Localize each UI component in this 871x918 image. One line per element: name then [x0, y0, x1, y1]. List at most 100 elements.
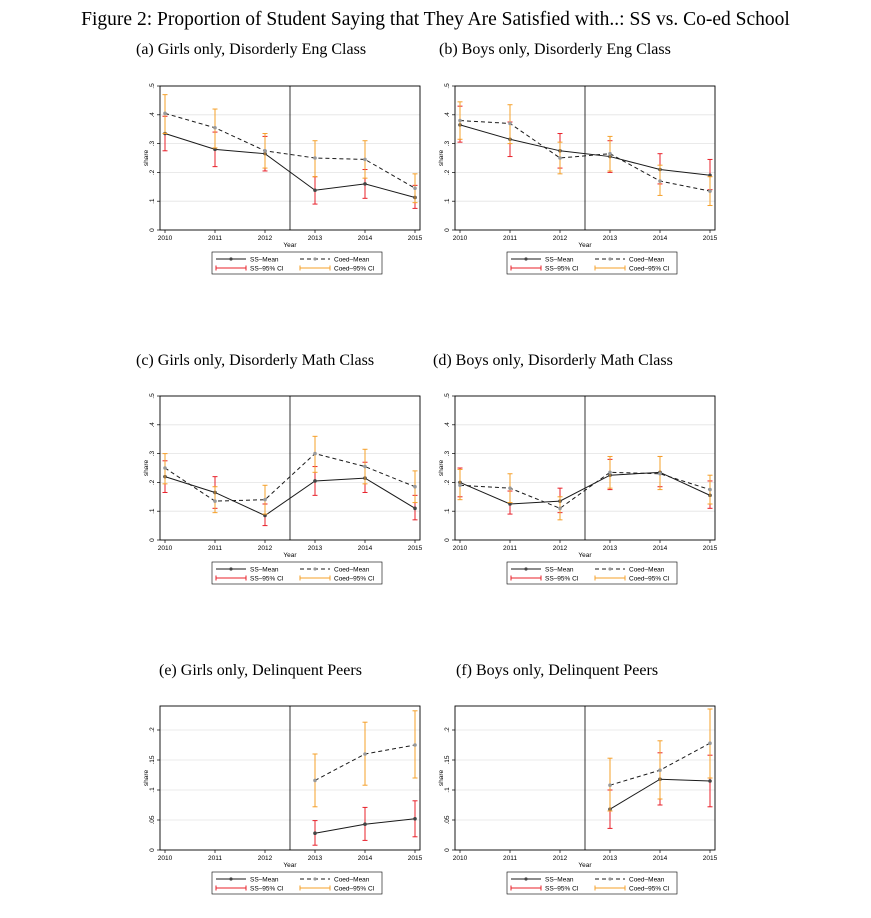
- y-axis-label: share: [438, 149, 445, 166]
- y-tick-label: .2: [149, 727, 156, 733]
- legend: SS–Mean Coed–Mean SS–95% CI Coed–95% CI: [211, 251, 383, 275]
- x-tick-label: 2014: [358, 235, 373, 242]
- y-tick-label: 0: [149, 538, 156, 542]
- legend: SS–Mean Coed–Mean SS–95% CI Coed–95% CI: [506, 561, 678, 585]
- y-axis-label: share: [438, 769, 445, 786]
- x-axis-label: Year: [578, 862, 592, 869]
- x-tick-label: 2015: [703, 855, 718, 862]
- ss-mean-point: [413, 817, 417, 821]
- coed-mean-line: [164, 453, 416, 502]
- coed-mean-point: [508, 121, 512, 126]
- chart-panel-c: 0 .1 .2 .3 .4 .5 share 2010 2011 2012 2013 2014 2015…: [138, 388, 438, 608]
- chart-c: 0 .1 .2 .3 .4 .5 share 2010 2011 2012 2013 2014 2015…: [143, 393, 423, 585]
- ss-mean-point: [363, 822, 367, 826]
- legend: SS–Mean Coed–Mean SS–95% CI Coed–95% CI: [506, 871, 678, 895]
- x-tick-label: 2012: [553, 235, 568, 242]
- chart-f: 0 .05 .1 .15 .2 share 2010 2011 2012 2013 2014 2015…: [438, 705, 718, 895]
- legend-ss-ci-label: SS–95% CI: [250, 885, 284, 892]
- legend-box: [211, 871, 383, 895]
- legend-ss-ci-label: SS–95% CI: [545, 885, 579, 892]
- chart-panel-e: 0 .05 .1 .15 .2 share 2010 2011 2012 2013 2014 2015…: [138, 698, 438, 918]
- ss-mean-point: [313, 831, 317, 835]
- x-tick-label: 2013: [308, 855, 323, 862]
- y-tick-label: .1: [444, 787, 451, 793]
- legend-ss-ci-label: SS–95% CI: [545, 265, 579, 272]
- y-tick-label: .1: [149, 787, 156, 793]
- coed-mean-point: [213, 125, 217, 130]
- x-tick-label: 2015: [408, 545, 423, 552]
- coed-mean-point: [558, 156, 562, 160]
- x-tick-label: 2014: [358, 855, 373, 862]
- subtitle-e: (e) Girls only, Delinquent Peers: [159, 662, 362, 679]
- legend-coed-ci-label: Coed–95% CI: [334, 265, 375, 272]
- x-tick-label: 2015: [408, 235, 423, 242]
- y-axis-label: share: [143, 769, 150, 786]
- y-tick-label: .05: [444, 815, 451, 824]
- legend: SS–Mean Coed–Mean SS–95% CI Coed–95% CI: [211, 871, 383, 895]
- legend-box: [506, 871, 678, 895]
- coed-mean-point: [363, 157, 367, 162]
- legend-coed-mean-label: Coed–Mean: [334, 876, 370, 883]
- legend-ss-mean-label: SS–Mean: [250, 566, 279, 573]
- y-tick-label: 0: [444, 848, 451, 852]
- x-tick-label: 2010: [158, 545, 173, 552]
- legend-marker: [608, 257, 612, 261]
- y-tick-label: .5: [149, 83, 156, 89]
- legend: SS–Mean Coed–Mean SS–95% CI Coed–95% CI: [211, 561, 383, 585]
- legend-box: [506, 561, 678, 585]
- y-tick-label: .5: [444, 83, 451, 89]
- coed-mean-point: [458, 118, 462, 123]
- x-axis-label: Year: [283, 862, 297, 869]
- chart-panel-f: 0 .05 .1 .15 .2 share 2010 2011 2012 2013 2014 2015…: [433, 698, 733, 918]
- x-tick-label: 2011: [208, 545, 222, 552]
- ss-mean-point: [263, 513, 267, 518]
- legend-coed-mean-label: Coed–Mean: [334, 256, 370, 263]
- legend-marker: [313, 877, 317, 881]
- x-axis-label: Year: [578, 552, 592, 559]
- coed-mean-point: [413, 743, 417, 747]
- coed-mean-line: [459, 120, 711, 192]
- y-tick-label: .4: [444, 112, 451, 118]
- x-tick-label: 2012: [258, 855, 273, 862]
- y-tick-label: .3: [149, 141, 156, 147]
- x-axis-label: Year: [283, 552, 297, 559]
- legend-box: [506, 251, 678, 275]
- x-tick-label: 2013: [603, 235, 618, 242]
- coed-mean-point: [658, 471, 662, 476]
- x-tick-label: 2010: [453, 235, 468, 242]
- x-tick-label: 2010: [453, 545, 468, 552]
- coed-mean-line: [164, 112, 416, 189]
- y-tick-label: .2: [444, 169, 451, 175]
- x-tick-label: 2012: [553, 855, 568, 862]
- coed-mean-point: [313, 778, 317, 783]
- legend-coed-ci-label: Coed–95% CI: [629, 575, 670, 582]
- legend-coed-ci-label: Coed–95% CI: [629, 265, 670, 272]
- y-tick-label: .2: [444, 479, 451, 485]
- x-tick-label: 2014: [358, 545, 373, 552]
- x-tick-label: 2012: [553, 545, 568, 552]
- figure-title: Figure 2: Proportion of Student Saying t…: [81, 9, 790, 30]
- x-tick-label: 2012: [258, 545, 273, 552]
- coed-mean-point: [508, 486, 512, 490]
- legend-ss-mean-label: SS–Mean: [545, 876, 574, 883]
- y-tick-label: .2: [149, 479, 156, 485]
- y-tick-label: 0: [149, 228, 156, 232]
- legend-box: [211, 561, 383, 585]
- coed-mean-point: [213, 499, 217, 503]
- x-tick-label: 2013: [308, 545, 323, 552]
- coed-mean-point: [608, 470, 612, 475]
- legend-ss-mean-label: SS–Mean: [250, 256, 279, 263]
- legend-marker: [229, 567, 233, 571]
- coed-mean-point: [363, 464, 367, 469]
- legend-ss-mean-label: SS–Mean: [545, 256, 574, 263]
- y-tick-label: .5: [149, 393, 156, 399]
- ss-mean-point: [213, 147, 217, 152]
- x-tick-label: 2010: [158, 235, 173, 242]
- coed-mean-point: [263, 497, 267, 502]
- subtitle-a: (a) Girls only, Disorderly Eng Class: [136, 41, 367, 58]
- ss-mean-line: [459, 124, 711, 176]
- legend-marker: [313, 567, 317, 571]
- coed-mean-point: [313, 451, 317, 456]
- legend-marker: [524, 567, 528, 571]
- legend-ss-mean-label: SS–Mean: [250, 876, 279, 883]
